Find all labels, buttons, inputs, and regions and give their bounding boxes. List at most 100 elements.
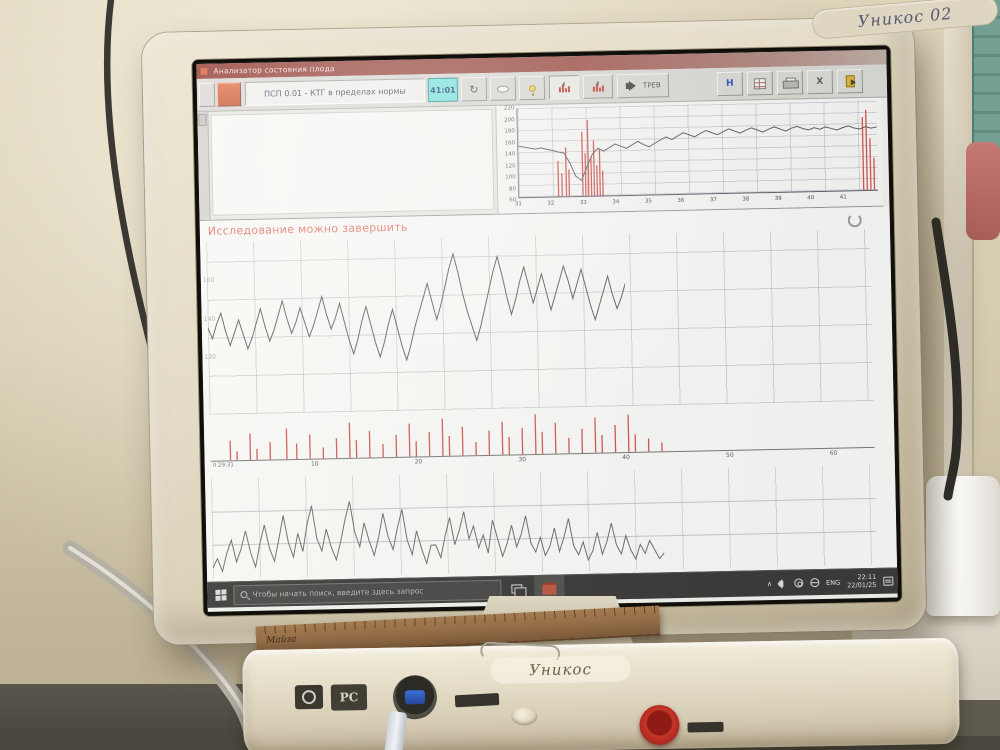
- movement-bars: [210, 403, 875, 461]
- oval-icon: [496, 84, 509, 93]
- alarm-button[interactable]: ТРЕВ: [616, 73, 670, 99]
- time-tick-label: 30: [518, 456, 527, 464]
- status-message: Исследование можно завершить: [207, 220, 408, 238]
- cut-button[interactable]: Х: [806, 69, 834, 95]
- overview-xtick-label: 38: [742, 196, 750, 203]
- panel-empty-area: [210, 108, 495, 216]
- toco-trace: [211, 469, 665, 578]
- axis-origin: 0 29:31: [213, 462, 234, 468]
- speaker-icon: [628, 80, 642, 91]
- overview-xtick-label: 37: [709, 197, 717, 204]
- time-tick-label: 50: [725, 451, 734, 460]
- app-icon: [199, 66, 209, 76]
- overview-fhr-trace: [517, 101, 878, 197]
- status-banner: ПСП 0.01 - КТГ в пределах нормы: [244, 78, 426, 106]
- overview-xtick-label: 32: [547, 200, 555, 207]
- overview-xtick-label: 33: [579, 199, 587, 207]
- overview-ytick-label: 200: [504, 116, 515, 124]
- scissors-icon: Х: [816, 76, 824, 88]
- time-tick-label: 10: [310, 460, 319, 468]
- print-button[interactable]: [776, 70, 804, 95]
- language-indicator[interactable]: ENG: [826, 578, 841, 587]
- logo-button[interactable]: [216, 82, 242, 107]
- alarm-button-label: ТРЕВ: [642, 81, 661, 90]
- toco-plot: [211, 464, 877, 579]
- search-icon: [240, 591, 248, 599]
- toco-connector-label: [687, 721, 724, 733]
- device-brand-text: Уникос: [528, 660, 593, 680]
- cert-circle-mark: [294, 684, 324, 710]
- marker-button[interactable]: [518, 75, 546, 101]
- movement-band: [210, 403, 875, 461]
- connector-label: [454, 693, 500, 708]
- start-button[interactable]: [207, 582, 234, 608]
- overview-xtick-label: 34: [612, 199, 620, 206]
- histogram-icon: [591, 80, 605, 92]
- overview-yaxis: 220 200 180 160 140 120 100 80 60: [497, 105, 517, 203]
- status-banner-text: ПСП 0.01 - КТГ в пределах нормы: [263, 86, 406, 99]
- monitor: Анализатор состояния плода ПСП 0.01 - КТ…: [141, 16, 927, 646]
- network-icon[interactable]: [810, 578, 820, 588]
- probe-button[interactable]: [489, 76, 517, 101]
- info-panel: [197, 105, 498, 221]
- app-title: Анализатор состояния плода: [213, 64, 335, 76]
- axis-start-time: 29:31: [217, 462, 234, 469]
- bulb-icon: [528, 84, 536, 92]
- cert-pct-mark: РС: [330, 684, 368, 711]
- task-view-button[interactable]: [511, 584, 523, 594]
- overview-ytick-label: 180: [504, 128, 515, 135]
- overview-event-bars: [517, 101, 878, 197]
- time-tick-label: 40: [622, 454, 630, 462]
- status-circle-icon: [847, 213, 862, 228]
- device-button: [511, 707, 538, 726]
- overview-ytick-label: 160: [504, 139, 516, 147]
- histogram-icon: [557, 81, 571, 93]
- histogram-view-button[interactable]: [582, 74, 614, 99]
- probe-cable: [382, 710, 408, 750]
- notification-center-icon[interactable]: [883, 576, 894, 586]
- overview-xtick-label: 36: [677, 197, 685, 204]
- windows-logo-icon: [214, 589, 227, 602]
- exam-timer: 41:01: [427, 77, 459, 103]
- table-button[interactable]: [746, 70, 774, 96]
- overview-xtick-label: 31: [514, 201, 522, 208]
- clock-date: 22/01/25: [847, 580, 877, 589]
- monitor-brand-text: Уникос 02: [856, 3, 954, 31]
- axis-zero-label: 0: [212, 462, 217, 469]
- panel-mini-button[interactable]: [198, 113, 207, 126]
- nav-button[interactable]: Н: [716, 71, 744, 97]
- certification-marks: РС: [294, 684, 368, 711]
- search-input[interactable]: [252, 584, 495, 599]
- exam-timer-value: 41:01: [430, 85, 456, 95]
- exit-button[interactable]: [836, 69, 864, 94]
- exit-door-icon: [845, 75, 855, 88]
- tiny-button[interactable]: [198, 82, 216, 107]
- refresh-button[interactable]: ↻: [460, 76, 488, 102]
- overview-ytick-label: 120: [504, 162, 516, 170]
- hanging-object: [966, 142, 1000, 240]
- nav-button-label: Н: [725, 78, 734, 89]
- screen-display: Анализатор состояния плода ПСП 0.01 - КТ…: [196, 49, 898, 612]
- overview-ytick-label: 140: [504, 151, 516, 158]
- fhr-detail-trace: [206, 234, 628, 415]
- blue-plug: [404, 690, 426, 705]
- overview-ytick-label: 100: [505, 174, 516, 181]
- overview-xtick-label: 39: [774, 195, 782, 202]
- base-unit: Уникос РС: [242, 637, 960, 750]
- taskbar-search[interactable]: [233, 579, 502, 605]
- ruler-label: Майга: [266, 634, 297, 647]
- screen-frame: Анализатор состояния плода ПСП 0.01 - КТ…: [192, 45, 902, 616]
- time-tick-label: 60: [829, 449, 838, 457]
- refresh-icon: ↻: [469, 82, 479, 96]
- system-tray: ∧ ENG 22:11 22/01/25: [767, 569, 894, 597]
- update-icon[interactable]: [794, 578, 804, 588]
- panel-strip: [197, 111, 211, 220]
- overview-xtick-label: 41: [839, 194, 847, 201]
- trend-view-button[interactable]: [548, 75, 580, 100]
- taskbar-clock[interactable]: 22:11 22/01/25: [847, 573, 877, 590]
- overview-xtick-label: 35: [644, 198, 652, 205]
- volume-icon[interactable]: [779, 580, 784, 587]
- time-tick-label: 20: [414, 458, 423, 466]
